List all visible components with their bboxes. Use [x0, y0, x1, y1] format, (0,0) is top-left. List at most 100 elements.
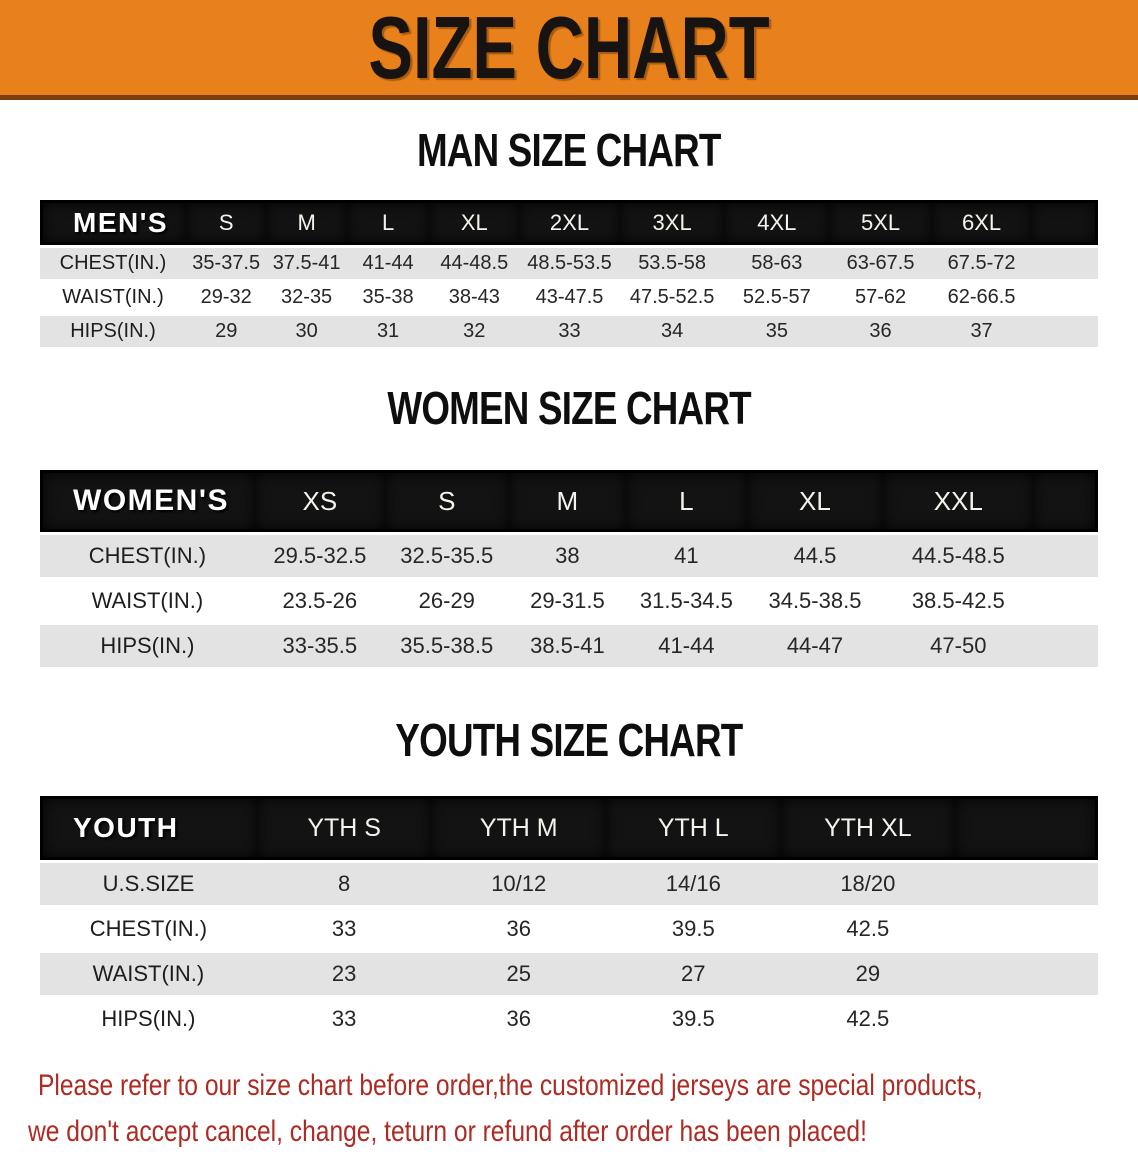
value-cell: 38 — [508, 535, 627, 577]
disclaimer: Please refer to our size chart before or… — [0, 1063, 1138, 1155]
women-section-title-text: WOMEN SIZE CHART — [387, 382, 751, 434]
column-header: XS — [254, 470, 385, 532]
value-cell: 42.5 — [780, 998, 956, 1040]
youth-size-table: YOUTH YTH S YTH M YTH L YTH XL U.S.SIZE 8 10/12… — [40, 793, 1098, 1043]
men-corner-label: MEN'S — [40, 200, 186, 245]
size-chart-banner: SIZE CHART — [0, 0, 1138, 100]
column-header: S — [384, 470, 509, 532]
value-cell: 63-67.5 — [829, 248, 932, 279]
value-cell: 38.5-42.5 — [883, 580, 1034, 622]
men-size-table: MEN'S S M L XL 2XL 3XL 4XL 5XL 6XL CHEST(IN.) 35-37… — [40, 197, 1098, 350]
men-section-title-text: MAN SIZE CHART — [417, 124, 721, 176]
value-cell: 39.5 — [606, 998, 781, 1040]
women-size-section: WOMEN SIZE CHART WOMEN'S XS S M L XL XXL CHEST(… — [0, 384, 1138, 670]
row-label: CHEST(IN.) — [40, 908, 257, 950]
column-header: L — [626, 470, 747, 532]
value-cell: 23 — [256, 953, 432, 995]
row-filler-cell — [1033, 535, 1098, 577]
row-label: WAIST(IN.) — [40, 282, 186, 313]
row-label: HIPS(IN.) — [40, 625, 255, 667]
header-filler-cell — [955, 796, 1098, 860]
banner-title: SIZE CHART — [368, 0, 770, 97]
table-row: CHEST(IN.) 33 36 39.5 42.5 — [40, 908, 1098, 950]
header-row: WOMEN'S XS S M L XL XXL — [40, 470, 1098, 532]
column-header: S — [186, 200, 267, 245]
row-filler-cell — [955, 953, 1098, 995]
column-header: 2XL — [519, 200, 620, 245]
row-label: WAIST(IN.) — [40, 953, 257, 995]
column-header: M — [508, 470, 627, 532]
table-row: WAIST(IN.) 23.5-26 26-29 29-31.5 31.5-34.5 34… — [40, 580, 1098, 622]
table-row: WAIST(IN.) 29-32 32-35 35-38 38-43 43-47.5 47.… — [40, 282, 1098, 313]
value-cell: 18/20 — [780, 863, 956, 905]
row-label: HIPS(IN.) — [40, 998, 257, 1040]
column-header: 3XL — [619, 200, 725, 245]
disclaimer-line-1: Please refer to our size chart before or… — [0, 1063, 1138, 1109]
value-cell: 35.5-38.5 — [384, 625, 509, 667]
value-cell: 53.5-58 — [619, 248, 725, 279]
value-cell: 23.5-26 — [254, 580, 385, 622]
value-cell: 10/12 — [431, 863, 606, 905]
women-section-title: WOMEN SIZE CHART — [0, 384, 1138, 441]
value-cell: 34.5-38.5 — [746, 580, 884, 622]
value-cell: 36 — [431, 908, 606, 950]
value-cell: 44.5 — [746, 535, 884, 577]
value-cell: 32-35 — [266, 282, 347, 313]
table-row: WAIST(IN.) 23 25 27 29 — [40, 953, 1098, 995]
header-filler-cell — [1033, 470, 1098, 532]
column-header: XL — [429, 200, 520, 245]
value-cell: 41-44 — [346, 248, 430, 279]
column-header: 5XL — [829, 200, 932, 245]
column-header: 4XL — [724, 200, 830, 245]
value-cell: 8 — [256, 863, 432, 905]
disclaimer-line-1-text: Please refer to our size chart before or… — [38, 1069, 983, 1102]
value-cell: 29 — [186, 316, 267, 347]
value-cell: 35 — [724, 316, 830, 347]
value-cell: 29-32 — [186, 282, 267, 313]
value-cell: 27 — [606, 953, 781, 995]
header-row: YOUTH YTH S YTH M YTH L YTH XL — [40, 796, 1098, 860]
row-label: WAIST(IN.) — [40, 580, 255, 622]
value-cell: 57-62 — [829, 282, 932, 313]
youth-section-title: YOUTH SIZE CHART — [0, 716, 1138, 773]
youth-size-section: YOUTH SIZE CHART YOUTH YTH S YTH M YTH L YTH… — [0, 716, 1138, 1043]
column-header: YTH XL — [780, 796, 956, 860]
value-cell: 34 — [619, 316, 725, 347]
value-cell: 38.5-41 — [508, 625, 627, 667]
value-cell: 42.5 — [780, 908, 956, 950]
column-header: XXL — [883, 470, 1034, 532]
table-row: U.S.SIZE 8 10/12 14/16 18/20 — [40, 863, 1098, 905]
value-cell: 41 — [626, 535, 747, 577]
value-cell: 31.5-34.5 — [626, 580, 747, 622]
value-cell: 29-31.5 — [508, 580, 627, 622]
value-cell: 29.5-32.5 — [254, 535, 385, 577]
row-label: HIPS(IN.) — [40, 316, 186, 347]
value-cell: 43-47.5 — [519, 282, 620, 313]
value-cell: 36 — [829, 316, 932, 347]
value-cell: 31 — [346, 316, 430, 347]
value-cell: 38-43 — [429, 282, 520, 313]
value-cell: 35-37.5 — [186, 248, 267, 279]
column-header: YTH S — [256, 796, 432, 860]
women-corner-label: WOMEN'S — [40, 470, 255, 532]
value-cell: 32 — [429, 316, 520, 347]
value-cell: 37 — [931, 316, 1032, 347]
row-filler-cell — [1033, 580, 1098, 622]
value-cell: 62-66.5 — [931, 282, 1032, 313]
value-cell: 14/16 — [606, 863, 781, 905]
youth-section-title-text: YOUTH SIZE CHART — [395, 714, 743, 766]
value-cell: 44.5-48.5 — [883, 535, 1034, 577]
men-section-title: MAN SIZE CHART — [0, 126, 1138, 183]
value-cell: 36 — [431, 998, 606, 1040]
value-cell: 37.5-41 — [266, 248, 347, 279]
value-cell: 44-47 — [746, 625, 884, 667]
value-cell: 32.5-35.5 — [384, 535, 509, 577]
row-filler-cell — [955, 863, 1098, 905]
women-size-table: WOMEN'S XS S M L XL XXL CHEST(IN.) 29.5-32.5 32.5… — [40, 467, 1098, 670]
header-filler-cell — [1031, 200, 1098, 245]
row-filler-cell — [1033, 625, 1098, 667]
column-header: YTH L — [606, 796, 781, 860]
value-cell: 25 — [431, 953, 606, 995]
table-row: CHEST(IN.) 29.5-32.5 32.5-35.5 38 41 44.5 44.5… — [40, 535, 1098, 577]
